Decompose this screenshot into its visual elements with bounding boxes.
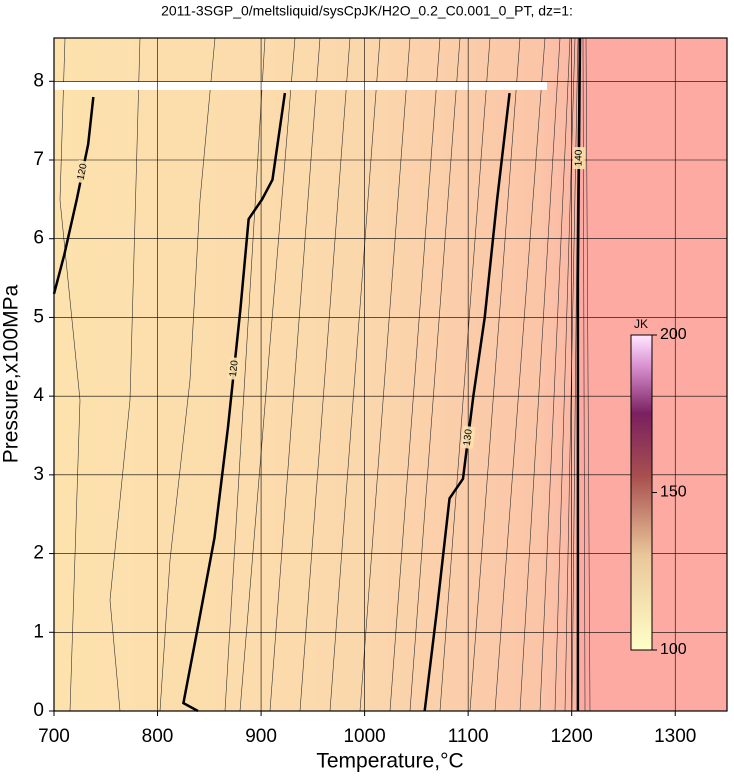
y-axis-label: Pressure,x100MPa	[0, 284, 23, 463]
contour-label-bg	[460, 425, 476, 450]
high-region	[580, 38, 727, 711]
contour-label: 130	[462, 428, 475, 446]
y-tick-label: 8	[33, 70, 44, 91]
data-gap	[54, 82, 547, 90]
contours: 120 120 130 140	[52, 37, 586, 713]
x-tick-label: 1300	[654, 726, 696, 747]
y-tick-label: 7	[33, 149, 44, 170]
y-tick-label: 1	[33, 621, 44, 642]
x-tick-label: 900	[245, 726, 277, 747]
x-tick-label: 1100	[448, 726, 489, 747]
x-axis-label: Temperature,°C	[316, 750, 463, 773]
y-tick-label: 3	[33, 464, 44, 485]
contour-line	[576, 37, 582, 711]
y-tick-label: 6	[33, 228, 44, 249]
contour-label: 120	[76, 162, 90, 181]
plot-frame	[53, 37, 728, 712]
colorbar	[630, 334, 653, 651]
x-tick-label: 1200	[551, 726, 593, 747]
x-tick-label: 700	[38, 726, 70, 747]
chart-title: 2011-3SGP_0/meltsliquid/sysCpJK/H2O_0.2_…	[161, 3, 573, 19]
y-tick-label: 0	[33, 700, 44, 721]
contour-line	[52, 96, 95, 295]
colorbar-tick-label: 200	[660, 326, 687, 343]
contour-label-bg	[74, 159, 91, 184]
y-tick-label: 2	[33, 543, 44, 564]
contour-label: 140	[574, 149, 585, 166]
x-tick-label: 800	[142, 726, 174, 747]
colorbar-label: JK	[634, 317, 648, 331]
contour-label-bg	[572, 146, 586, 170]
colorbar-tick-label: 100	[660, 641, 687, 658]
colorbar-tick-label: 150	[660, 484, 687, 501]
contour-label: 120	[228, 359, 241, 377]
y-tick-label: 5	[33, 306, 44, 327]
contour-label-bg	[227, 357, 242, 381]
x-tick-label: 1000	[343, 726, 385, 747]
y-tick-label: 4	[33, 385, 44, 406]
